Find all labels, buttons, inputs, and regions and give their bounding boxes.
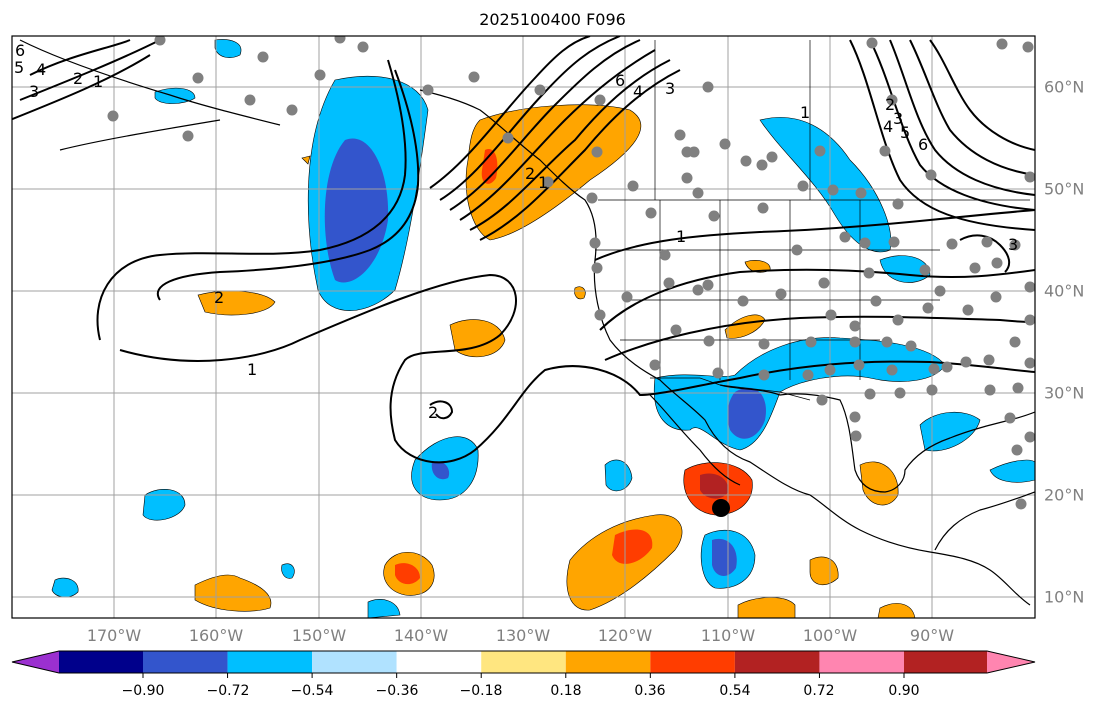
latitude-label: 30°N <box>1044 383 1085 403</box>
colorbar-tick-label: 0.54 <box>719 683 751 699</box>
colorbar-tick-label: 0.72 <box>803 683 835 699</box>
colorbar-tick-label: 0.90 <box>888 683 920 699</box>
contour-label: 1 <box>676 227 686 246</box>
latitude-label: 60°N <box>1044 77 1085 97</box>
contour-lines <box>12 36 1035 464</box>
coastlines <box>19 39 1035 606</box>
contour-label: 3 <box>665 79 675 98</box>
colorbar-tick-label: −0.90 <box>121 683 165 699</box>
colorbar-tick-label: 0.36 <box>634 683 666 699</box>
contour-label: 2 <box>428 403 438 422</box>
contour-label: 2 <box>73 69 83 88</box>
contour-label: 6 <box>615 71 625 90</box>
longitude-label: 170°W <box>86 626 142 645</box>
longitude-label: 150°W <box>291 626 347 645</box>
contour-label: 2 <box>885 95 895 114</box>
colorbar-tick-label: −0.72 <box>206 683 250 699</box>
latitude-label: 10°N <box>1044 587 1085 607</box>
contour-label: 1 <box>538 173 548 192</box>
contour-label: 6 <box>918 135 928 154</box>
contour-label: 4 <box>883 117 893 136</box>
contour-label: 1 <box>247 360 257 379</box>
longitude-label: 140°W <box>393 626 449 645</box>
contour-label: 5 <box>14 58 24 77</box>
contour-label-group: 6 5 4 3 2 1 2 1 2 2 1 1 6 4 3 1 2 3 4 5 … <box>14 41 1018 422</box>
contour-label: 3 <box>893 109 903 128</box>
station-dots <box>107 36 1035 510</box>
contour-label: 4 <box>36 60 46 79</box>
contour-label: 4 <box>633 82 643 101</box>
contour-label: 2 <box>525 164 535 183</box>
latitude-label: 20°N <box>1044 485 1085 505</box>
political-borders <box>595 40 1030 401</box>
contour-label: 3 <box>29 82 39 101</box>
longitude-label: 130°W <box>495 626 551 645</box>
longitude-label: 90°W <box>909 626 955 645</box>
contour-label: 1 <box>93 72 103 91</box>
map-title: 2025100400 F096 <box>479 10 626 29</box>
colorbar-tick-label: −0.18 <box>459 683 503 699</box>
longitude-label: 110°W <box>700 626 756 645</box>
colorbar-tick-label: −0.36 <box>375 683 419 699</box>
map-frame <box>11 35 1036 619</box>
colorbar-tick-label: −0.54 <box>290 683 334 699</box>
contour-label: 2 <box>214 288 224 307</box>
longitude-label: 160°W <box>188 626 244 645</box>
latitude-label: 50°N <box>1044 179 1085 199</box>
contour-label: 1 <box>800 103 810 122</box>
colorbar-tick-label: 0.18 <box>550 683 582 699</box>
storm-center-marker <box>712 499 730 517</box>
longitude-label: 100°W <box>802 626 858 645</box>
contour-label: 6 <box>15 41 25 60</box>
contour-label: 5 <box>900 123 910 142</box>
contour-label: 3 <box>1008 235 1018 254</box>
longitude-label: 120°W <box>597 626 653 645</box>
latitude-label: 40°N <box>1044 281 1085 301</box>
